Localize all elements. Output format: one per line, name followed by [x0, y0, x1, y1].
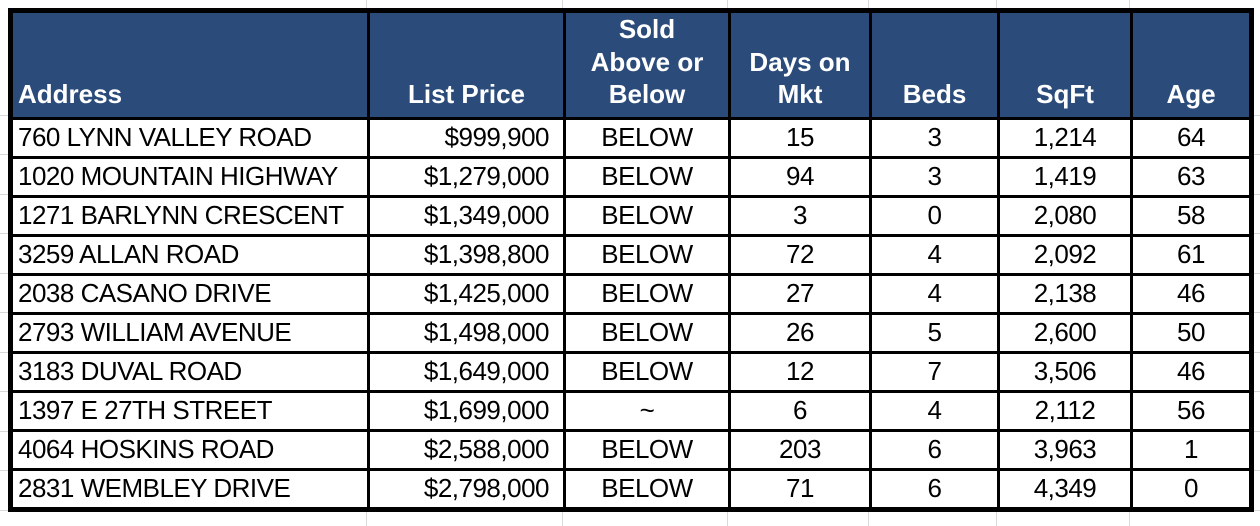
- table-row: 4064 HOSKINS ROAD $2,588,000 BELOW 203 6…: [9, 428, 1253, 471]
- cell-address[interactable]: 2793 WILLIAM AVENUE: [9, 311, 370, 354]
- header-cell-sold-above-or-below[interactable]: Sold Above or Below: [563, 9, 731, 120]
- cell-list-price[interactable]: $1,425,000: [367, 272, 566, 315]
- cell-address[interactable]: 2038 CASANO DRIVE: [9, 272, 370, 315]
- cell-age[interactable]: 0: [1130, 467, 1253, 511]
- cell-address[interactable]: 3183 DUVAL ROAD: [9, 350, 370, 393]
- listings-table: Address List Price Sold Above or Below D…: [8, 8, 1254, 512]
- cell-list-price[interactable]: $1,699,000: [367, 389, 566, 432]
- cell-address[interactable]: 760 LYNN VALLEY ROAD: [9, 116, 370, 159]
- cell-sqft[interactable]: 2,112: [997, 389, 1133, 432]
- cell-days-on-mkt[interactable]: 3: [728, 194, 872, 237]
- cell-days-on-mkt[interactable]: 71: [728, 467, 872, 511]
- cell-beds[interactable]: 6: [869, 428, 1000, 471]
- table-row: 2038 CASANO DRIVE $1,425,000 BELOW 27 4 …: [9, 272, 1253, 315]
- cell-days-on-mkt[interactable]: 26: [728, 311, 872, 354]
- cell-days-on-mkt[interactable]: 203: [728, 428, 872, 471]
- table-row: 2831 WEMBLEY DRIVE $2,798,000 BELOW 71 6…: [9, 467, 1253, 511]
- cell-address[interactable]: 3259 ALLAN ROAD: [9, 233, 370, 276]
- header-cell-beds[interactable]: Beds: [869, 9, 1000, 120]
- cell-address[interactable]: 1397 E 27TH STREET: [9, 389, 370, 432]
- cell-address[interactable]: 1271 BARLYNN CRESCENT: [9, 194, 370, 237]
- table-row: 1397 E 27TH STREET $1,699,000 ~ 6 4 2,11…: [9, 389, 1253, 432]
- header-cell-list-price[interactable]: List Price: [367, 9, 566, 120]
- table-row: 1271 BARLYNN CRESCENT $1,349,000 BELOW 3…: [9, 194, 1253, 237]
- cell-sqft[interactable]: 1,214: [997, 116, 1133, 159]
- cell-beds[interactable]: 4: [869, 272, 1000, 315]
- header-cell-address[interactable]: Address: [9, 9, 370, 120]
- cell-address[interactable]: 1020 MOUNTAIN HIGHWAY: [9, 155, 370, 198]
- cell-list-price[interactable]: $1,649,000: [367, 350, 566, 393]
- header-row: Address List Price Sold Above or Below D…: [9, 9, 1253, 120]
- cell-sqft[interactable]: 4,349: [997, 467, 1133, 511]
- cell-age[interactable]: 1: [1130, 428, 1253, 471]
- cell-beds[interactable]: 4: [869, 389, 1000, 432]
- cell-list-price[interactable]: $2,798,000: [367, 467, 566, 511]
- cell-list-price[interactable]: $999,900: [367, 116, 566, 159]
- table-header: Address List Price Sold Above or Below D…: [9, 9, 1253, 120]
- cell-sold-above-or-below[interactable]: BELOW: [563, 116, 731, 159]
- cell-sqft[interactable]: 3,506: [997, 350, 1133, 393]
- header-cell-days-on-mkt[interactable]: Days on Mkt: [728, 9, 872, 120]
- cell-beds[interactable]: 7: [869, 350, 1000, 393]
- cell-sqft[interactable]: 2,600: [997, 311, 1133, 354]
- cell-sold-above-or-below[interactable]: BELOW: [563, 155, 731, 198]
- cell-sold-above-or-below[interactable]: BELOW: [563, 311, 731, 354]
- cell-age[interactable]: 63: [1130, 155, 1253, 198]
- header-cell-sqft[interactable]: SqFt: [997, 9, 1133, 120]
- cell-address[interactable]: 4064 HOSKINS ROAD: [9, 428, 370, 471]
- cell-sold-above-or-below[interactable]: BELOW: [563, 428, 731, 471]
- cell-beds[interactable]: 5: [869, 311, 1000, 354]
- table-row: 3259 ALLAN ROAD $1,398,800 BELOW 72 4 2,…: [9, 233, 1253, 276]
- cell-sold-above-or-below[interactable]: BELOW: [563, 272, 731, 315]
- cell-sqft[interactable]: 2,138: [997, 272, 1133, 315]
- cell-beds[interactable]: 3: [869, 155, 1000, 198]
- cell-sqft[interactable]: 2,092: [997, 233, 1133, 276]
- cell-age[interactable]: 56: [1130, 389, 1253, 432]
- cell-list-price[interactable]: $1,279,000: [367, 155, 566, 198]
- cell-list-price[interactable]: $1,349,000: [367, 194, 566, 237]
- cell-list-price[interactable]: $1,398,800: [367, 233, 566, 276]
- cell-beds[interactable]: 6: [869, 467, 1000, 511]
- cell-days-on-mkt[interactable]: 94: [728, 155, 872, 198]
- cell-sold-above-or-below[interactable]: BELOW: [563, 467, 731, 511]
- cell-beds[interactable]: 4: [869, 233, 1000, 276]
- cell-sold-above-or-below[interactable]: BELOW: [563, 194, 731, 237]
- cell-age[interactable]: 58: [1130, 194, 1253, 237]
- cell-sqft[interactable]: 3,963: [997, 428, 1133, 471]
- cell-beds[interactable]: 0: [869, 194, 1000, 237]
- table-body: 760 LYNN VALLEY ROAD $999,900 BELOW 15 3…: [9, 116, 1253, 511]
- table-row: 2793 WILLIAM AVENUE $1,498,000 BELOW 26 …: [9, 311, 1253, 354]
- cell-age[interactable]: 46: [1130, 272, 1253, 315]
- cell-days-on-mkt[interactable]: 15: [728, 116, 872, 159]
- cell-sold-above-or-below[interactable]: ~: [563, 389, 731, 432]
- cell-age[interactable]: 50: [1130, 311, 1253, 354]
- cell-days-on-mkt[interactable]: 12: [728, 350, 872, 393]
- cell-address[interactable]: 2831 WEMBLEY DRIVE: [9, 467, 370, 511]
- header-cell-age[interactable]: Age: [1130, 9, 1253, 120]
- table-row: 760 LYNN VALLEY ROAD $999,900 BELOW 15 3…: [9, 116, 1253, 159]
- cell-sold-above-or-below[interactable]: BELOW: [563, 233, 731, 276]
- cell-age[interactable]: 64: [1130, 116, 1253, 159]
- cell-beds[interactable]: 3: [869, 116, 1000, 159]
- cell-sqft[interactable]: 1,419: [997, 155, 1133, 198]
- cell-sold-above-or-below[interactable]: BELOW: [563, 350, 731, 393]
- cell-days-on-mkt[interactable]: 27: [728, 272, 872, 315]
- cell-list-price[interactable]: $1,498,000: [367, 311, 566, 354]
- cell-age[interactable]: 61: [1130, 233, 1253, 276]
- cell-list-price[interactable]: $2,588,000: [367, 428, 566, 471]
- table-row: 3183 DUVAL ROAD $1,649,000 BELOW 12 7 3,…: [9, 350, 1253, 393]
- table-row: 1020 MOUNTAIN HIGHWAY $1,279,000 BELOW 9…: [9, 155, 1253, 198]
- cell-sqft[interactable]: 2,080: [997, 194, 1133, 237]
- cell-days-on-mkt[interactable]: 6: [728, 389, 872, 432]
- cell-days-on-mkt[interactable]: 72: [728, 233, 872, 276]
- cell-age[interactable]: 46: [1130, 350, 1253, 393]
